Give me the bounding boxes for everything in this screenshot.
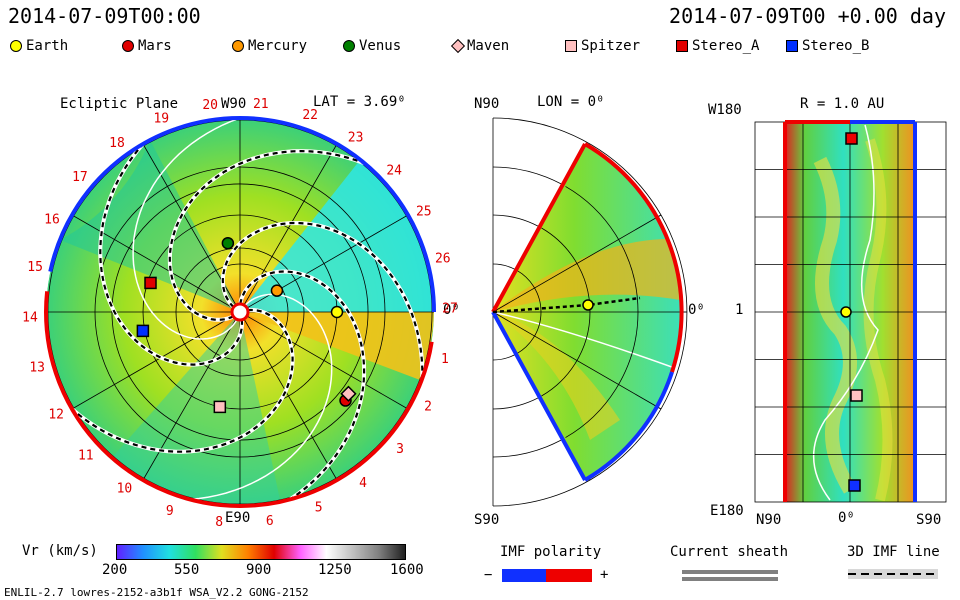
current-sheath-line-2 (682, 577, 778, 581)
right-timestamp: 2014-07-09T00 +0.00 day (669, 4, 946, 28)
legend-item-stereo_a: Stereo_A (676, 38, 759, 54)
ecliptic-right-label: 0⁰ (443, 302, 460, 318)
sector-number-label: 6 (266, 514, 274, 529)
sector-number-label: 1 (441, 352, 449, 367)
colorbar-tick-label: 1600 (390, 562, 424, 578)
sector-number-label: 19 (153, 111, 169, 126)
imf-positive-bar (546, 569, 592, 582)
legend-label: Spitzer (581, 38, 641, 54)
left-timestamp: 2014-07-09T00:00 (8, 4, 201, 28)
sector-number-label: 5 (315, 501, 323, 516)
sector-number-label: 20 (202, 98, 218, 113)
legend-label: Mercury (248, 38, 308, 54)
ecliptic-bottom-label: E90 (225, 510, 251, 526)
stereo_b-marker (136, 324, 150, 338)
sector-number-label: 26 (435, 251, 451, 266)
model-info-footer: ENLIL-2.7 lowres-2152-a3b1f WSA_V2.2 GON… (4, 586, 309, 599)
ecliptic-title: Ecliptic Plane (60, 96, 179, 112)
imf-line-label: 3D IMF line (847, 544, 940, 560)
sector-number-label: 16 (44, 212, 60, 227)
venus-marker-icon (343, 40, 355, 52)
colorbar-tick-label: 900 (246, 562, 272, 578)
sector-number-label: 2 (424, 400, 432, 415)
sector-number-label: 23 (348, 131, 364, 146)
sector-number-label: 17 (72, 170, 88, 185)
spitzer-marker-icon (565, 40, 577, 52)
colorbar-tick-label: 550 (174, 562, 200, 578)
radial-x-label-left: N90 (756, 512, 782, 528)
current-sheath-line-1 (682, 570, 778, 574)
imf-line-sample (848, 569, 938, 579)
sector-number-label: 15 (27, 260, 43, 275)
velocity-colorbar (116, 544, 406, 560)
sector-number-label: 21 (253, 97, 269, 112)
meridional-lon: LON = 0⁰ (537, 94, 605, 110)
sector-number-label: 9 (166, 504, 174, 519)
sector-number-label: 18 (109, 136, 125, 151)
meridional-top-label: N90 (474, 96, 500, 112)
radial-x-label-right: S90 (916, 512, 942, 528)
ecliptic-lat: LAT = 3.69⁰ (313, 94, 406, 110)
sector-number-label: 13 (29, 361, 45, 376)
radial-bottom-label: E180 (710, 503, 744, 519)
radial-x-label-mid: 0⁰ (838, 510, 855, 526)
legend-item-earth: Earth (10, 38, 68, 54)
colorbar-label: Vr (km/s) (22, 543, 98, 559)
sector-number-label: 11 (78, 449, 94, 464)
imf-plus: + (600, 567, 609, 583)
colorbar-tick-label: 200 (102, 562, 128, 578)
legend-label: Maven (467, 38, 510, 54)
legend-item-mercury: Mercury (232, 38, 307, 54)
meridional-bottom-label: S90 (474, 512, 500, 528)
imf-polarity-label: IMF polarity (500, 544, 602, 560)
meridional-right-label: 0⁰ (688, 302, 705, 318)
legend-label: Earth (26, 38, 69, 54)
legend-item-mars: Mars (122, 38, 172, 54)
legend-item-stereo_b: Stereo_B (786, 38, 869, 54)
colorbar-tick-label: 1250 (318, 562, 352, 578)
legend-label: Stereo_A (692, 38, 760, 54)
spitzer-marker (213, 400, 227, 414)
sector-number-label: 10 (117, 481, 133, 496)
radial-title: R = 1.0 AU (800, 96, 885, 112)
maven-marker (340, 385, 357, 402)
legend-label: Mars (138, 38, 172, 54)
venus-marker (221, 236, 235, 250)
ecliptic-top-label: W90 (221, 96, 247, 112)
sector-number-label: 22 (302, 108, 318, 123)
sector-number-label: 25 (416, 204, 432, 219)
sector-number-label: 14 (22, 311, 38, 326)
sector-number-label: 8 (215, 515, 223, 530)
legend-label: Stereo_B (802, 38, 870, 54)
legend-label: Venus (359, 38, 402, 54)
mars-marker-icon (122, 40, 134, 52)
stereo_a-marker-icon (676, 40, 688, 52)
sector-number-label: 3 (396, 442, 404, 457)
current-sheath-label: Current sheath (670, 544, 789, 560)
legend-item-venus: Venus (343, 38, 401, 54)
radial-mid-label: 1 (735, 302, 744, 318)
imf-negative-bar (502, 569, 546, 582)
radial-top-label: W180 (708, 102, 742, 118)
sector-number-label: 4 (359, 476, 367, 491)
legend-item-spitzer: Spitzer (565, 38, 640, 54)
sector-number-label: 27 (442, 302, 458, 317)
mercury-marker-icon (232, 40, 244, 52)
legend-item-maven: Maven (450, 38, 510, 54)
imf-minus: − (484, 567, 493, 583)
stereo_a-marker (144, 276, 157, 290)
earth-marker-icon (10, 40, 22, 52)
sector-number-label: 12 (48, 408, 64, 423)
earth-marker (330, 305, 344, 319)
mercury-marker (270, 284, 284, 297)
stereo_b-marker-icon (786, 40, 798, 52)
sector-number-label: 24 (386, 163, 402, 178)
